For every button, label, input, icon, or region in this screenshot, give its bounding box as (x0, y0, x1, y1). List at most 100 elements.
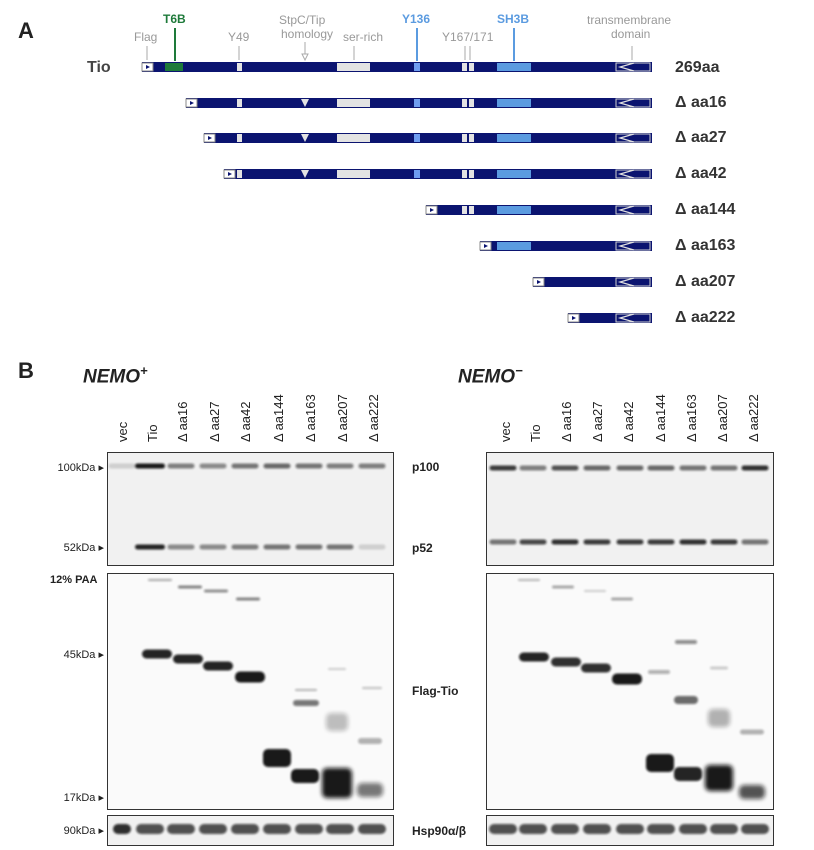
blot-band (612, 673, 642, 685)
construct-label-aa42: Δ aa42 (675, 165, 727, 182)
blot-band (136, 824, 164, 834)
construct-bar (533, 277, 652, 287)
blot-band (710, 666, 728, 670)
flag-tag-arrow (572, 316, 576, 320)
blot-label-p52: p52 (412, 541, 433, 555)
domain-sh3b (497, 63, 531, 71)
nemo-minus-title: NEMO− (458, 363, 523, 388)
blot-band (710, 465, 738, 471)
nemo-minus-name: NEMO (458, 366, 515, 388)
domain-sh3b (497, 99, 531, 107)
nemo-plus-sup: + (140, 363, 148, 378)
construct-label-aa16: Δ aa16 (675, 94, 727, 111)
blot-band (679, 539, 707, 545)
blot-band (113, 824, 131, 834)
marker-52kda: 52kDa ▸ (63, 542, 104, 554)
blot-band (611, 597, 633, 601)
domain-y49 (237, 134, 242, 142)
domain-ser-rich (337, 99, 370, 107)
blot-band (358, 738, 382, 744)
blot-band (167, 463, 195, 469)
blot-band (357, 783, 383, 797)
marker-12-paa: 12% PAA (50, 574, 98, 586)
blot-band (326, 713, 348, 731)
blot-band (362, 687, 382, 689)
construct-bar (426, 205, 652, 215)
blot-band (291, 769, 319, 783)
flag-tag-arrow (537, 280, 541, 284)
blot-band (326, 824, 354, 834)
construct-bar (204, 133, 652, 143)
domain-y167 (462, 99, 467, 107)
feature-label-sh3b: SH3B (497, 12, 530, 26)
blot-band (551, 539, 579, 545)
blot-band (135, 544, 165, 550)
construct-name-tio: Tio (87, 59, 111, 76)
domain-y49 (237, 170, 242, 178)
blot-band (551, 824, 579, 834)
blot-band (235, 671, 265, 683)
construct-bar (142, 62, 652, 72)
construct-label-aa207: Δ aa207 (675, 273, 736, 290)
blot-band (616, 465, 644, 471)
construct-bar (224, 169, 652, 179)
blot-band (648, 670, 670, 674)
blot-band (647, 824, 675, 834)
blot-band (741, 465, 769, 471)
blot-band (616, 539, 644, 545)
domain-y49 (237, 99, 242, 107)
nemo-plus-title: NEMO+ (83, 363, 148, 388)
feature-label-flag: Flag (134, 30, 158, 44)
blot-band (231, 544, 259, 550)
blot-band (679, 465, 707, 471)
blot-band (142, 649, 172, 659)
panel-b-letter: B (18, 358, 34, 383)
domain-y136 (414, 170, 420, 178)
blot-band (674, 767, 702, 781)
blot-band (358, 824, 386, 834)
blot-band (203, 661, 233, 671)
blot-band (358, 463, 386, 469)
feature-label-stpc-line2: homology (281, 27, 334, 41)
domain-y171 (469, 63, 474, 71)
flag-tag-arrow (484, 244, 488, 248)
blot-band (708, 709, 730, 727)
blot-band (741, 539, 769, 545)
blot-band (135, 463, 165, 469)
blot-band (199, 463, 227, 469)
tm-domain-chevron (617, 205, 635, 215)
blot-band (293, 700, 319, 706)
blot-band (616, 824, 644, 834)
tm-domain-chevron (617, 277, 635, 287)
protein-schematic (141, 28, 652, 323)
blot-band (739, 785, 765, 799)
domain-y171 (469, 170, 474, 178)
domain-y136 (414, 63, 420, 71)
feature-label-tm-line1: transmembrane (587, 13, 672, 27)
blot-label-p100: p100 (412, 460, 440, 474)
blot-band (108, 463, 136, 469)
construct-label-269aa: 269aa (675, 59, 720, 76)
domain-sh3b (497, 134, 531, 142)
blot-band (231, 824, 259, 834)
blot-band (710, 824, 738, 834)
blot-band (148, 579, 172, 581)
feature-label-y167: Y167/171 (442, 30, 494, 44)
blot-band (583, 539, 611, 545)
flag-tag-arrow (430, 208, 434, 212)
blot-band (710, 539, 738, 545)
construct-label-aa222: Δ aa222 (675, 309, 736, 326)
construct-label-aa27: Δ aa27 (675, 129, 727, 146)
blot-band (328, 668, 346, 670)
nemo-minus-sup: − (515, 363, 523, 378)
blot-band (489, 539, 517, 545)
domain-y136 (414, 134, 420, 142)
tm-domain-chevron (617, 98, 635, 108)
tm-domain-chevron (617, 313, 635, 323)
construct-label-aa144: Δ aa144 (675, 201, 736, 218)
flag-tag-arrow (146, 65, 150, 69)
stpc-homology-mark (301, 99, 309, 107)
feature-label-y49: Y49 (228, 30, 250, 44)
domain-ser-rich (337, 134, 370, 142)
construct-label-aa163: Δ aa163 (675, 237, 736, 254)
